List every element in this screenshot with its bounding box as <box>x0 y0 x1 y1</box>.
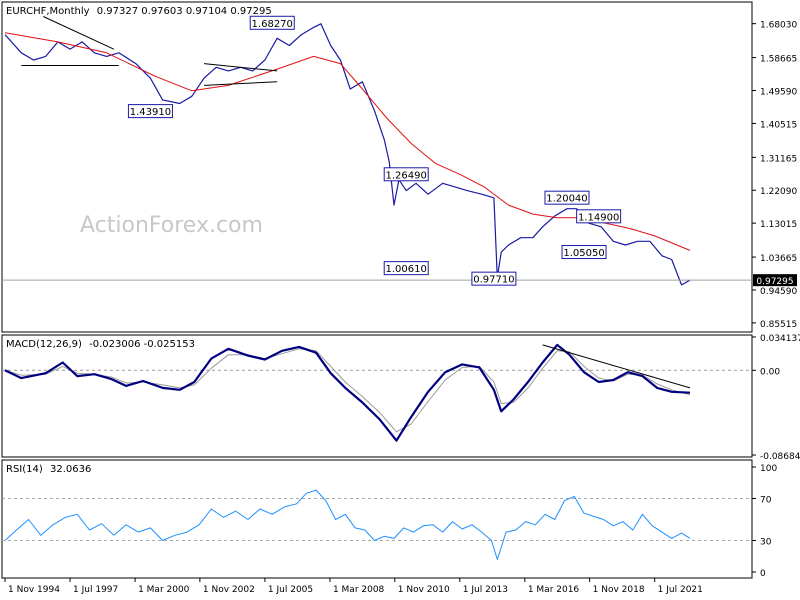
macd-title: MACD(12,26,9) -0.023006 -0.025153 <box>6 339 195 350</box>
rsi-panel-frame <box>1 459 753 579</box>
price-axis-tick-label: 1.40515 <box>760 120 797 130</box>
x-axis-tick-label: 1 Jul 2021 <box>658 585 703 595</box>
price-symbol: EURCHF,Monthly <box>6 6 90 17</box>
current-price-label: 0.97295 <box>756 277 793 287</box>
x-axis-tick-label: 1 Mar 2008 <box>333 585 385 595</box>
x-axis-tick-label: 1 Nov 1994 <box>8 585 60 595</box>
x-axis-tick-label: 1 Nov 2010 <box>398 585 450 595</box>
price-line <box>4 23 691 286</box>
x-axis-tick-label: 1 Nov 2018 <box>593 585 645 595</box>
price-axis-tick-label: 0.85515 <box>760 320 797 330</box>
price-annotation-box <box>561 245 607 260</box>
price-annotation-box <box>471 271 517 286</box>
macd-name: MACD(12,26,9) <box>6 339 82 350</box>
x-axis-tick-label: 1 Nov 2002 <box>203 585 255 595</box>
price-axis-tick-label: 0.94590 <box>760 287 797 297</box>
price-axis-tick-label: 1.68030 <box>760 21 797 31</box>
price-annotation-label: 1.05050 <box>563 248 604 259</box>
price-annotation-box <box>383 261 429 276</box>
rsi-axis-tick-label: 100 <box>760 464 777 474</box>
price-ohlc: 0.97327 0.97603 0.97104 0.97295 <box>97 6 272 17</box>
axes-group: 1 Nov 1994 1 Jul 1997 1 Mar 2000 1 Nov 2002… <box>4 578 703 595</box>
price-series-group: 1.68270 1.43910 1.26490 1.00610 0.97710 1.200… <box>2 15 797 330</box>
price-annotation-label: 1.14900 <box>578 212 619 223</box>
rsi-value: 32.0636 <box>50 464 91 475</box>
x-axis-tick-label: 1 Jul 1997 <box>73 585 118 595</box>
price-axis-tick-label: 1.03665 <box>760 254 797 264</box>
price-annotation-box <box>127 104 173 119</box>
macd-trend-line <box>542 344 691 389</box>
price-title: EURCHF,Monthly 0.97327 0.97603 0.97104 0… <box>6 6 272 17</box>
rsi-axis-tick-label: 0 <box>760 569 766 579</box>
price-panel-frame <box>1 1 753 333</box>
price-annotation-box <box>249 15 295 30</box>
x-axis-tick-label: 1 Jul 2005 <box>268 585 313 595</box>
price-annotation-box <box>576 209 622 224</box>
price-annotation-label: 1.20040 <box>546 194 587 205</box>
price-annotation-label: 1.43910 <box>130 107 171 118</box>
x-axis-tick-label: 1 Mar 2016 <box>528 585 580 595</box>
macd-series-group: 0.034137 0.00 -0.086849 <box>2 334 800 462</box>
price-annotation-label: 1.26490 <box>386 170 427 181</box>
price-annotation-label: 1.68270 <box>252 19 293 30</box>
macd-signal-line <box>4 348 691 433</box>
macd-values: -0.023006 -0.025153 <box>89 339 195 350</box>
rsi-title: RSI(14) 32.0636 <box>6 464 91 475</box>
trend-line-2 <box>203 63 278 72</box>
x-axis-tick-label: 1 Mar 2000 <box>138 585 190 595</box>
rsi-axis-tick-label: 70 <box>760 496 772 506</box>
macd-axis-tick-label: 0.00 <box>760 367 780 377</box>
price-annotation-label: 1.00610 <box>386 264 427 275</box>
macd-line <box>4 343 691 442</box>
price-axis-tick-label: 1.49590 <box>760 88 797 98</box>
price-annotation-box <box>544 190 590 205</box>
macd-axis-tick-label: -0.086849 <box>760 452 800 462</box>
macd-axis-tick-label: 0.034137 <box>760 334 800 344</box>
price-axis-tick-label: 1.58665 <box>760 55 797 65</box>
current-price-box <box>753 274 797 287</box>
rsi-name: RSI(14) <box>6 464 43 475</box>
price-annotation-box <box>383 167 429 182</box>
trend-line-3 <box>203 81 278 86</box>
watermark: ActionForex.com <box>80 213 263 238</box>
price-axis-tick-label: 1.31165 <box>760 154 797 164</box>
price-annotation-label: 0.97710 <box>473 275 514 286</box>
rsi-series-group: 100 70 30 0 <box>2 464 777 579</box>
price-axis-tick-label: 1.22090 <box>760 187 797 197</box>
price-axis-tick-label: 1.13015 <box>760 220 797 230</box>
rsi-line <box>4 489 691 560</box>
x-axis-tick-label: 1 Jul 2013 <box>463 585 508 595</box>
trend-line-1 <box>43 16 115 50</box>
rsi-axis-tick-label: 30 <box>760 538 772 548</box>
macd-panel-frame <box>1 334 753 458</box>
